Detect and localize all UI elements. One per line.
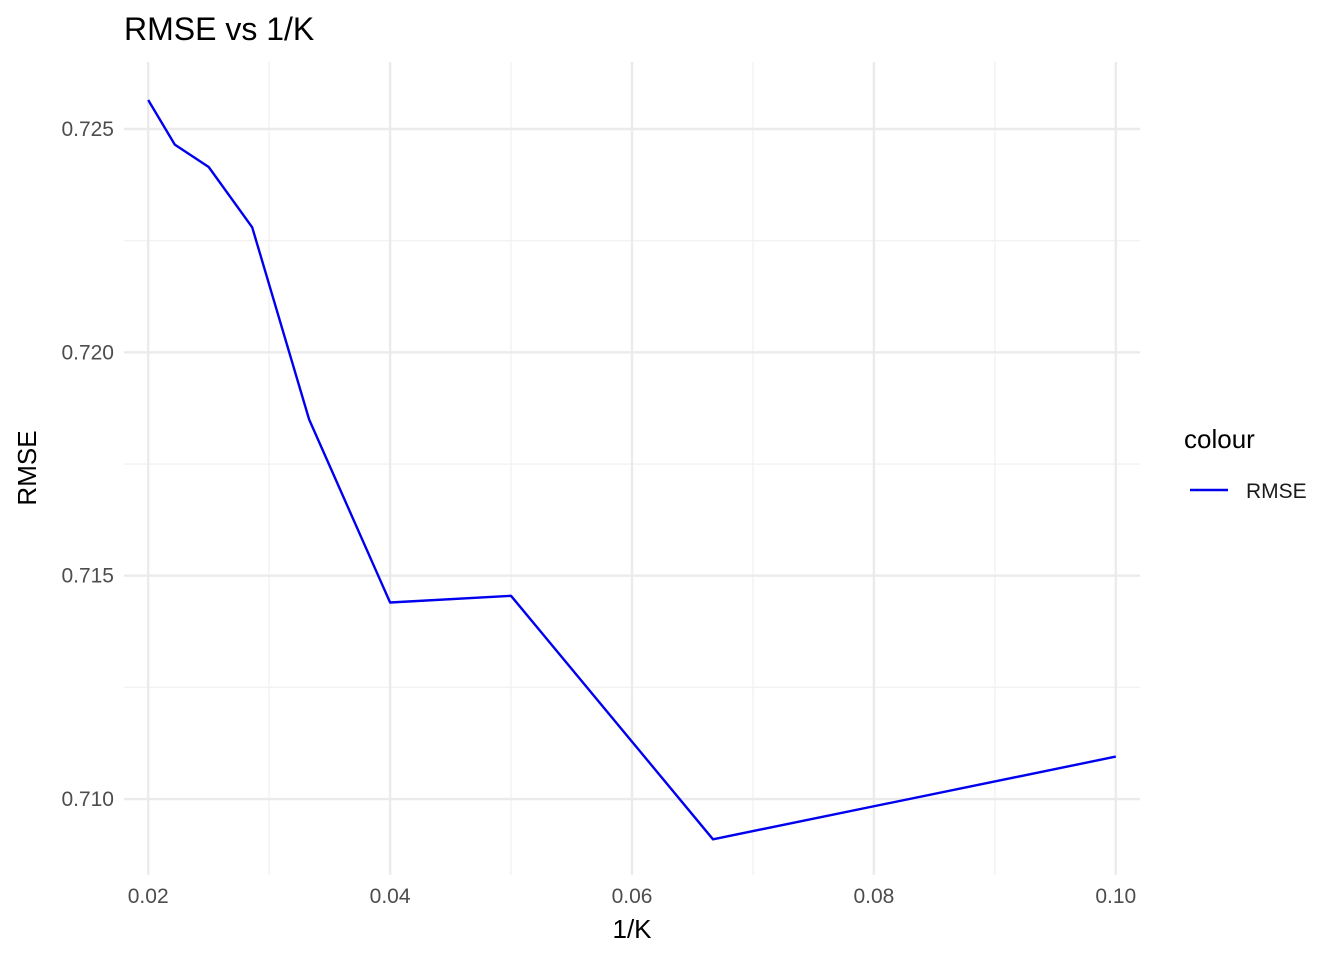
legend-label-rmse: RMSE (1246, 480, 1307, 503)
y-axis-ticks: 0.710 0.715 0.720 0.725 (61, 118, 114, 811)
x-tick-label: 0.04 (370, 885, 411, 908)
y-axis-label: RMSE (12, 430, 42, 505)
x-tick-label: 0.08 (853, 885, 894, 908)
y-tick-label: 0.715 (61, 565, 114, 588)
legend: colour RMSE (1184, 424, 1307, 503)
x-tick-label: 0.02 (128, 885, 169, 908)
series-line-rmse (147, 99, 1117, 841)
x-tick-label: 0.06 (612, 885, 653, 908)
x-axis-label: 1/K (612, 914, 652, 944)
grid (124, 62, 1140, 875)
chart-title: RMSE vs 1/K (124, 11, 314, 47)
series-layer (147, 99, 1117, 841)
y-tick-label: 0.710 (61, 788, 114, 811)
x-tick-label: 0.10 (1095, 885, 1136, 908)
y-tick-label: 0.725 (61, 118, 114, 141)
x-axis-ticks: 0.02 0.04 0.06 0.08 0.10 (128, 885, 1136, 908)
legend-title: colour (1184, 424, 1255, 454)
y-tick-label: 0.720 (61, 341, 114, 364)
